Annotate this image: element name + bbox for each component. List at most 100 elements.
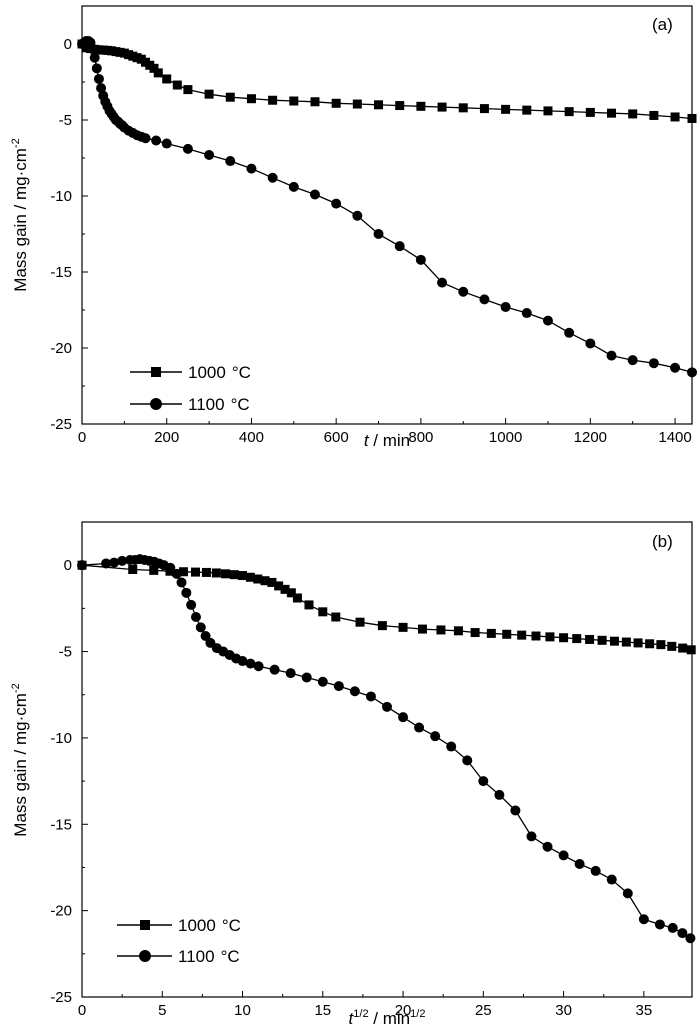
data-point-1000 <box>245 572 255 582</box>
panel-b: 0 5 10 15 20 25 30 35 0 -5 -10 -15 -20 -25 (b) t1/2 /… <box>10 521 696 1028</box>
panel-label-b: (b) <box>652 532 673 551</box>
data-point-1100 <box>245 658 256 669</box>
x-tick-label: 10 <box>234 1002 251 1019</box>
data-point-1000 <box>318 607 328 617</box>
data-point-1100 <box>171 568 182 579</box>
data-point-1100 <box>176 577 187 588</box>
data-point-1100 <box>462 755 473 766</box>
y-tick-label: -10 <box>50 188 72 205</box>
data-point-1100 <box>687 367 697 378</box>
data-point-1000 <box>280 584 290 594</box>
data-point-1100 <box>96 83 107 94</box>
data-point-1100 <box>648 358 659 369</box>
x-tick-label: 1000 <box>489 429 522 446</box>
data-point-1000 <box>670 112 680 122</box>
data-point-1100 <box>225 156 236 167</box>
panel-label-a: (a) <box>652 15 673 34</box>
data-point-1000 <box>470 628 480 638</box>
data-point-1100 <box>91 63 102 74</box>
data-point-1000 <box>172 80 182 90</box>
data-point-1000 <box>436 625 446 635</box>
x-tick-label: 400 <box>239 429 264 446</box>
x-tick-label: 25 <box>475 1002 492 1019</box>
y-tick-label: -20 <box>50 340 72 357</box>
data-point-1000 <box>585 107 595 117</box>
data-point-1000 <box>267 577 277 587</box>
data-point-1000 <box>153 68 163 78</box>
legend-square-marker <box>151 367 161 377</box>
series-line-1100 <box>81 40 693 373</box>
data-point-1100 <box>394 241 405 252</box>
data-point-1000 <box>667 641 677 651</box>
data-point-1100 <box>667 922 678 933</box>
x-tick-label: 200 <box>154 429 179 446</box>
data-point-1100 <box>317 676 328 687</box>
data-point-1100 <box>181 587 192 598</box>
data-point-1100 <box>654 919 665 930</box>
series-layer-a <box>77 35 697 378</box>
x-tick-label: 5 <box>158 1002 166 1019</box>
data-point-1000 <box>417 624 427 634</box>
data-point-1000 <box>304 600 314 610</box>
data-point-1000 <box>289 96 299 106</box>
data-point-1100 <box>246 163 257 174</box>
data-point-1100 <box>627 355 638 366</box>
data-point-1100 <box>161 138 172 149</box>
ticks-b: 0 5 10 15 20 25 30 35 0 -5 -10 -15 -20 -25 <box>50 557 652 1019</box>
y-tick-label: -15 <box>50 264 72 281</box>
data-point-1100 <box>365 691 376 702</box>
data-point-1000 <box>253 574 263 584</box>
data-point-1000 <box>517 630 527 640</box>
data-point-1100 <box>182 143 193 154</box>
data-point-1100 <box>77 560 87 571</box>
data-point-1000 <box>479 104 489 114</box>
x-axis-title-a: t / min <box>364 431 410 450</box>
data-point-1100 <box>670 362 681 373</box>
data-point-1100 <box>288 181 299 192</box>
data-point-1000 <box>211 568 221 578</box>
data-point-1100 <box>398 712 409 723</box>
y-tick-label: -15 <box>50 816 72 833</box>
data-point-1100 <box>269 664 280 675</box>
series-layer-b <box>77 554 696 944</box>
x-tick-label: 1200 <box>574 429 607 446</box>
data-point-1000 <box>377 621 387 631</box>
data-point-1100 <box>500 301 511 312</box>
data-point-1100 <box>446 741 457 752</box>
data-point-1100 <box>521 308 532 319</box>
data-point-1000 <box>225 92 235 102</box>
data-point-1000 <box>621 637 631 647</box>
data-point-1100 <box>478 776 489 787</box>
data-point-1100 <box>622 888 633 899</box>
legend-square-marker <box>140 920 150 930</box>
data-point-1100 <box>333 681 344 692</box>
plot-frame-b <box>81 521 693 998</box>
data-point-1100 <box>89 52 100 63</box>
y-tick-label: -5 <box>59 112 72 129</box>
data-point-1100 <box>510 805 521 816</box>
data-point-1000 <box>531 631 541 641</box>
data-point-1000 <box>458 103 468 113</box>
data-point-1000 <box>395 101 405 111</box>
data-point-1000 <box>201 567 211 577</box>
data-point-1100 <box>479 294 490 305</box>
data-point-1100 <box>415 254 426 265</box>
data-point-1000 <box>502 629 512 639</box>
data-point-1100 <box>542 315 553 326</box>
data-point-1000 <box>572 634 582 644</box>
data-point-1100 <box>494 789 505 800</box>
data-point-1000 <box>204 89 214 99</box>
data-point-1100 <box>140 133 151 144</box>
y-tick-label: -10 <box>50 730 72 747</box>
series-line-1100 <box>81 558 691 939</box>
data-point-1000 <box>229 570 239 580</box>
data-point-1100 <box>87 43 98 54</box>
data-point-1100 <box>542 841 553 852</box>
legend-circle-marker <box>150 398 162 410</box>
data-point-1000 <box>310 97 320 107</box>
data-point-1100 <box>437 277 448 288</box>
x-tick-label: 30 <box>555 1002 572 1019</box>
data-point-1100 <box>590 865 601 876</box>
data-point-1000 <box>162 74 172 84</box>
data-point-1000 <box>221 569 231 579</box>
